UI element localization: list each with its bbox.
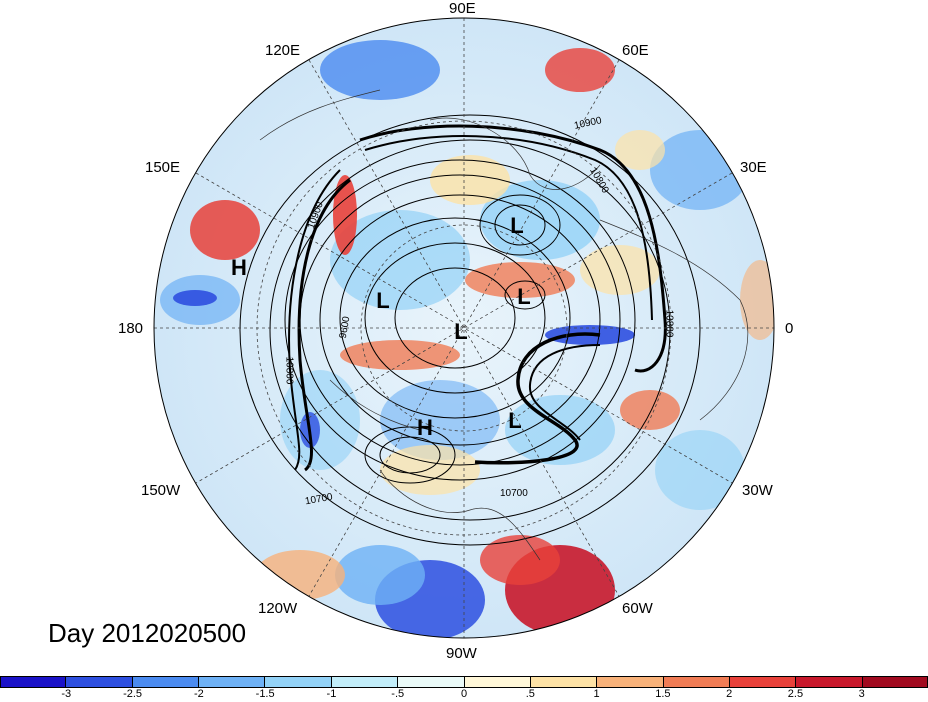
low-pressure-marker: L xyxy=(454,319,468,344)
lon-label-0: 0 xyxy=(785,320,794,337)
colorbar-segment xyxy=(66,676,133,688)
colorbar-segment xyxy=(729,676,797,688)
lon-label-90e: 90E xyxy=(449,0,476,17)
colorbar-segment xyxy=(464,676,531,688)
contour-label: 10800 xyxy=(283,356,295,385)
colorbar-segment xyxy=(597,676,664,688)
colorbar-tick-label: -2.5 xyxy=(123,688,143,700)
coastlines xyxy=(259,89,749,561)
contour-label: 10800 xyxy=(663,309,675,338)
colorbar-tick-label: 2 xyxy=(726,688,733,700)
lon-label-120w: 120W xyxy=(258,600,298,617)
colorbar-tick-label: 3 xyxy=(858,688,865,700)
colorbar-tick-label: -1.5 xyxy=(255,688,275,700)
high-pressure-marker: H xyxy=(417,415,433,440)
graticule xyxy=(154,18,774,638)
low-pressure-marker: L xyxy=(517,284,531,309)
colorbar-segment xyxy=(132,676,200,688)
colorbar-tick-label: 1.5 xyxy=(655,688,671,700)
colorbar-segment xyxy=(265,676,332,688)
height-contours xyxy=(239,114,701,546)
globe-border xyxy=(153,17,775,639)
low-pressure-marker: L xyxy=(510,213,524,238)
colorbar-tick-label: 1 xyxy=(593,688,600,700)
lon-label-150e: 150E xyxy=(145,159,181,176)
colorbar-frame xyxy=(0,676,928,688)
colorbar-tick-label: 0 xyxy=(460,688,468,700)
lon-label-180: 180 xyxy=(118,320,144,337)
colorbar-segment xyxy=(331,676,399,688)
colorbar-segment xyxy=(0,676,67,688)
lon-label-30e: 30E xyxy=(740,159,767,176)
colorbar-tick-label: -3 xyxy=(61,688,72,700)
lon-label-120e: 120E xyxy=(265,42,301,59)
lon-label-60w: 60W xyxy=(622,600,653,617)
lon-label-60e: 60E xyxy=(622,42,649,59)
colorbar-segment xyxy=(862,676,928,688)
contour-label: 10700 xyxy=(500,488,528,499)
colorbar-tick-label: -.5 xyxy=(391,688,405,700)
colorbar-segment xyxy=(663,676,730,688)
colorbar xyxy=(0,676,928,688)
colorbar-tick-label: -2 xyxy=(193,688,204,700)
date-label: Day 2012020500 xyxy=(48,618,247,648)
colorbar-segment xyxy=(796,676,863,688)
colorbar-tick-label: .5 xyxy=(525,688,535,700)
low-pressure-marker: L xyxy=(508,408,522,433)
colorbar-tick-label: 2.5 xyxy=(787,688,804,700)
colorbar-segment xyxy=(199,676,266,688)
lon-label-150w: 150W xyxy=(141,482,181,499)
low-pressure-marker: L xyxy=(376,288,390,313)
colorbar-segment xyxy=(530,676,598,688)
lon-label-30w: 30W xyxy=(742,482,773,499)
lon-label-90w: 90W xyxy=(446,645,477,662)
high-pressure-marker: H xyxy=(231,255,247,280)
colorbar-segment xyxy=(398,676,465,688)
colorbar-tick-label: -1 xyxy=(326,688,337,700)
